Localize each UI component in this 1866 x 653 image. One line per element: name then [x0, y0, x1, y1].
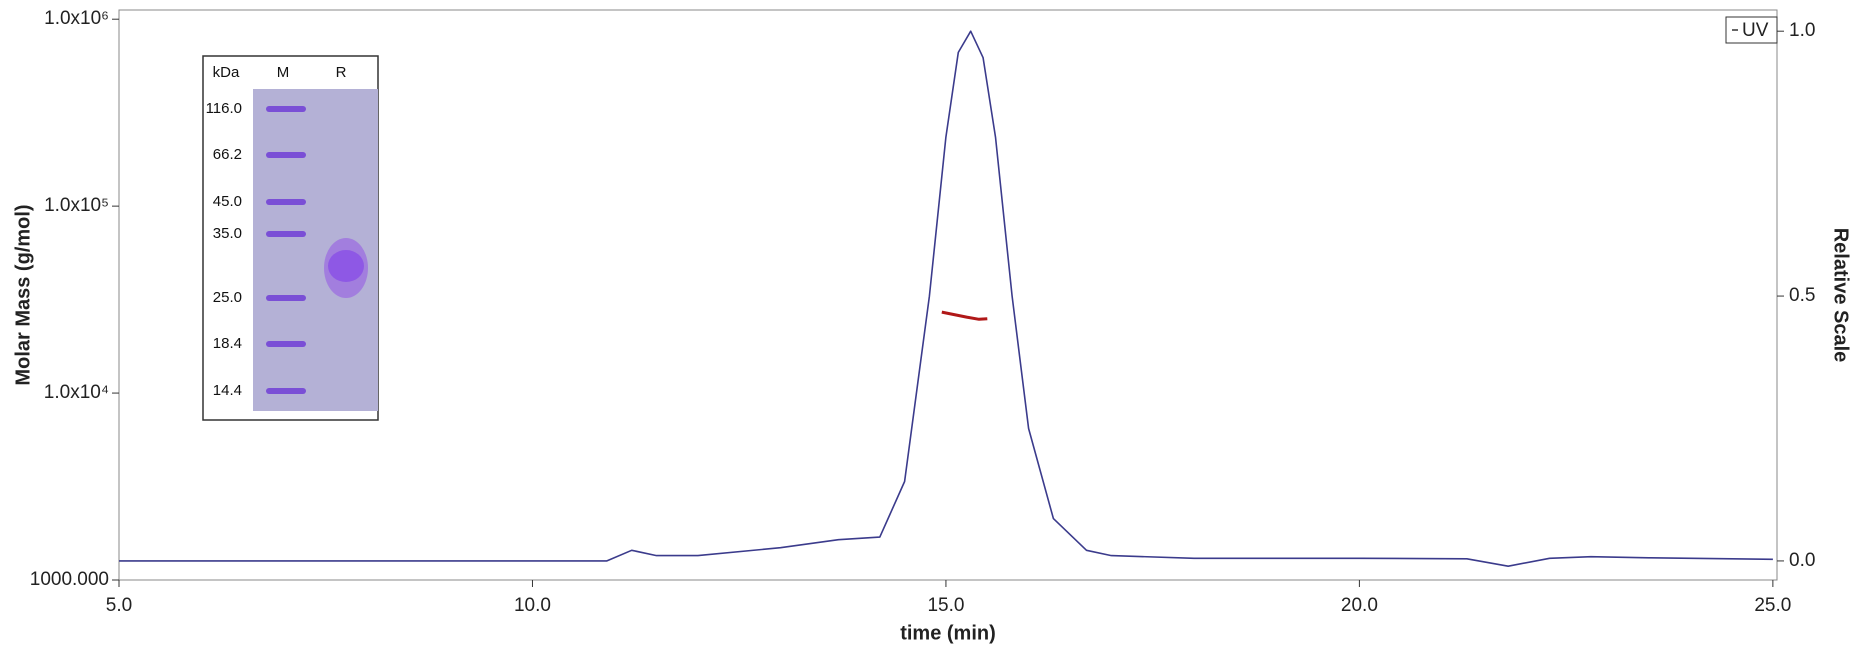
y-tick-label: 1.0x10⁵: [44, 195, 109, 216]
gel-marker-label: 14.4: [213, 382, 242, 399]
y2-tick-label: 1.0: [1789, 20, 1815, 41]
gel-marker-label: 66.2: [213, 146, 242, 163]
gel-marker-band: [266, 199, 306, 205]
gel-marker-band: [266, 106, 306, 112]
gel-header: kDa: [213, 64, 240, 81]
plot-frame: [118, 9, 1778, 581]
legend-label: UV: [1742, 20, 1769, 41]
y2-axis-title: Relative Scale: [1830, 228, 1852, 363]
gel-marker-band: [266, 231, 306, 237]
x-tick-label: 10.0: [514, 595, 551, 616]
data-line: [941, 310, 988, 321]
gel-marker-band: [266, 388, 306, 394]
y-axis-title: Molar Mass (g/mol): [12, 204, 34, 385]
gel-marker-band: [266, 295, 306, 301]
x-tick-label: 5.0: [106, 595, 132, 616]
gel-marker-label: 18.4: [213, 335, 242, 352]
y-tick-label: 1.0x10⁶: [44, 8, 109, 29]
y-tick-label: 1.0x10⁴: [44, 382, 109, 403]
gel-marker-label: 116.0: [206, 100, 242, 117]
gel-marker-band: [266, 341, 306, 347]
gel-header: R: [336, 64, 347, 81]
y2-tick-label: 0.0: [1789, 550, 1815, 571]
data-line: [119, 30, 1773, 567]
legend: UV: [1725, 16, 1778, 44]
x-tick-label: 20.0: [1341, 595, 1378, 616]
gel-marker-label: 45.0: [213, 193, 242, 210]
gel-band: [328, 250, 364, 282]
gel-marker-band: [266, 152, 306, 158]
gel-inset: kDa M R 116.0 66.2 45.0 35.0 25.0 18.4 14.4: [202, 55, 379, 421]
legend-box: [1725, 16, 1778, 44]
x-axis-title: time (min): [900, 622, 996, 644]
gel-marker-label: 35.0: [213, 225, 242, 242]
x-tick-label: 25.0: [1754, 595, 1791, 616]
y2-tick-label: 0.5: [1789, 285, 1815, 306]
gel-marker-label: 25.0: [213, 289, 242, 306]
x-tick-label: 15.0: [927, 595, 964, 616]
gel-header: M: [277, 64, 290, 81]
y-tick-label: 1000.000: [30, 569, 109, 590]
